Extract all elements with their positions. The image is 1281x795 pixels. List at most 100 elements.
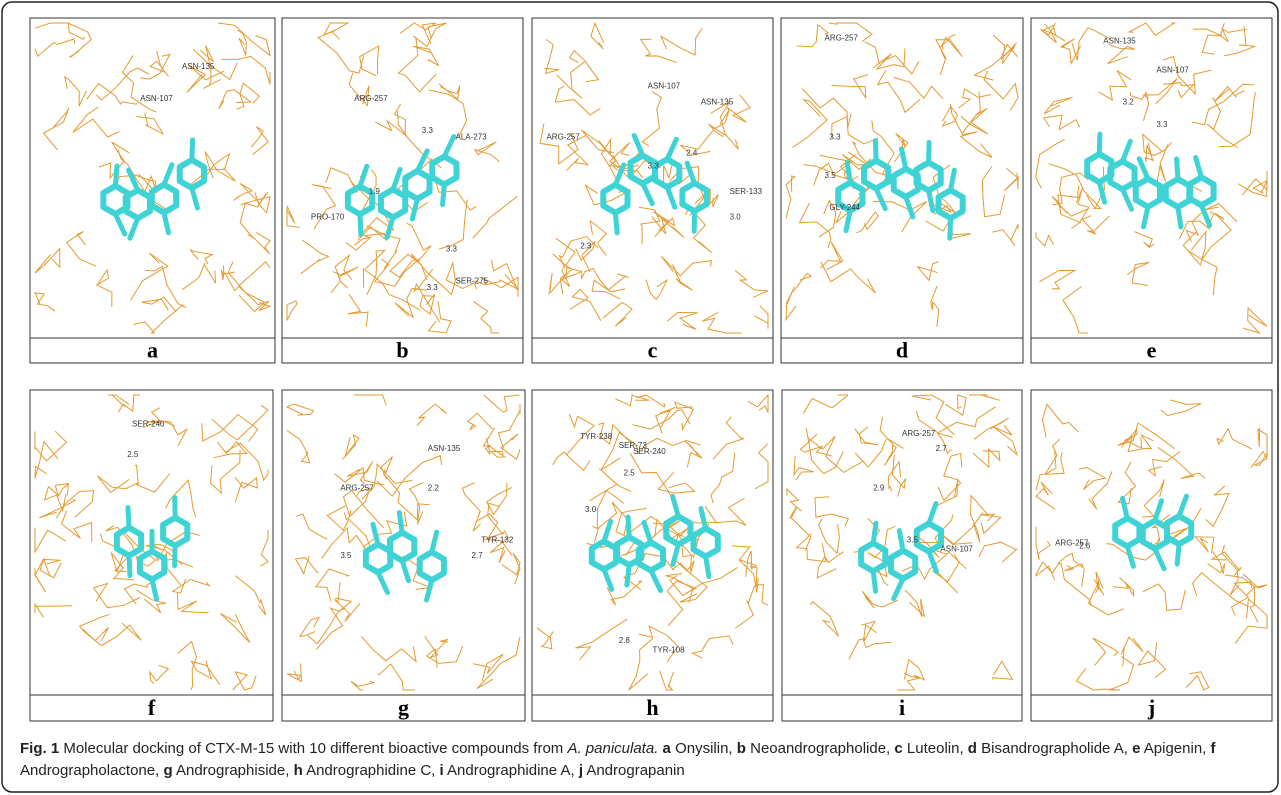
protein-residue	[1192, 28, 1223, 55]
protein-residue	[300, 239, 330, 275]
protein-residue	[600, 431, 639, 471]
protein-residue	[204, 151, 236, 182]
protein-residue	[394, 287, 427, 319]
ligand-bond	[843, 208, 853, 234]
panel-label: f	[148, 695, 156, 720]
protein-residue	[831, 74, 869, 99]
protein-residue	[629, 453, 676, 504]
protein-residue	[376, 454, 443, 497]
protein-residue	[428, 89, 468, 138]
protein-residue	[314, 568, 351, 602]
protein-residue	[285, 403, 315, 416]
ligand-bond	[903, 194, 916, 220]
protein-residue	[317, 29, 365, 74]
protein-residue	[473, 141, 500, 163]
residue-annotation: 2.3	[580, 241, 592, 250]
protein-residue	[1187, 249, 1218, 296]
residue-annotation: ASN-107	[940, 545, 973, 554]
protein-residue	[854, 437, 904, 468]
panel-label-box	[780, 337, 1024, 364]
protein-residue	[1075, 668, 1121, 691]
ligand-bond	[441, 133, 457, 159]
protein-residue	[872, 48, 906, 71]
protein-residue	[402, 555, 434, 590]
protein-residue	[799, 433, 833, 457]
ligand-bond	[189, 185, 200, 211]
protein-residue	[568, 49, 600, 83]
protein-residue	[92, 582, 141, 609]
protein-residue	[406, 222, 432, 263]
residue-annotation: 3.0	[730, 213, 742, 222]
caption-item-letter: c	[894, 740, 903, 757]
ligand-bond	[844, 160, 853, 186]
protein-residue	[894, 133, 909, 163]
protein-residue	[660, 28, 703, 56]
protein-residue	[34, 602, 72, 618]
protein-residue	[34, 22, 86, 40]
ligand-bond	[698, 506, 709, 532]
protein-residue	[916, 261, 939, 282]
panel-label: c	[648, 338, 658, 363]
protein-residue	[240, 192, 271, 214]
ligand-bond	[414, 148, 430, 174]
protein-residue	[667, 311, 698, 330]
protein-residue	[814, 496, 849, 527]
protein-residue	[872, 201, 928, 233]
protein-residue	[260, 529, 269, 567]
protein-residue	[915, 411, 952, 455]
ligand-bond	[357, 211, 364, 237]
protein-residue	[1241, 170, 1268, 196]
protein-residue	[72, 106, 120, 138]
protein-residue	[671, 556, 708, 603]
protein-residue	[232, 671, 257, 691]
protein-residue	[221, 55, 271, 85]
protein-residue	[95, 268, 113, 308]
ligand-bond	[370, 521, 381, 547]
protein-residue	[1162, 55, 1212, 96]
protein-residue	[348, 72, 370, 107]
protein-residue	[117, 394, 140, 413]
protein-residue	[1207, 551, 1226, 575]
protein-residue	[238, 286, 272, 311]
ligand-bond	[670, 541, 681, 567]
panel: ASN-107 ASN-135 ARG-257 3.3 2.4 SER-133 3.0 2.3…	[531, 17, 774, 364]
protein-residue	[944, 394, 967, 417]
protein-residue	[1042, 114, 1081, 131]
ligand-bond	[1119, 138, 1133, 164]
ligand-bond	[870, 520, 879, 546]
protein-residue	[978, 541, 1018, 563]
panel-label-box	[531, 337, 774, 364]
protein-residue	[589, 219, 608, 256]
ligand-bond	[891, 576, 906, 602]
ligand-bond	[670, 493, 681, 519]
ligand-bond	[641, 520, 654, 546]
protein-residue	[96, 475, 139, 494]
protein-residue	[701, 311, 742, 334]
protein-residue	[34, 440, 59, 479]
caption-item-name: Andrograpanin	[586, 762, 685, 779]
protein-residue	[547, 272, 567, 295]
protein-residue	[487, 444, 506, 458]
protein-residue	[482, 427, 496, 455]
protein-residue	[286, 205, 300, 228]
protein-residue	[932, 164, 957, 214]
protein-residue	[481, 276, 519, 297]
residue-annotation: ASN-135	[1103, 37, 1136, 46]
protein-residue	[591, 279, 626, 300]
protein-residue	[218, 89, 253, 110]
protein-residue	[1064, 563, 1085, 587]
protein-residue	[544, 39, 560, 75]
protein-residue	[575, 618, 628, 661]
protein-residue	[1182, 230, 1207, 267]
protein-residue	[652, 210, 685, 239]
protein-residue	[294, 555, 319, 576]
protein-residue	[641, 91, 663, 147]
caption-item-letter: f	[1210, 740, 1216, 757]
residue-annotation: ARG-257	[340, 484, 374, 493]
protein-residue	[489, 530, 509, 564]
protein-residue	[1035, 481, 1056, 510]
caption-item-letter: h	[293, 762, 303, 779]
